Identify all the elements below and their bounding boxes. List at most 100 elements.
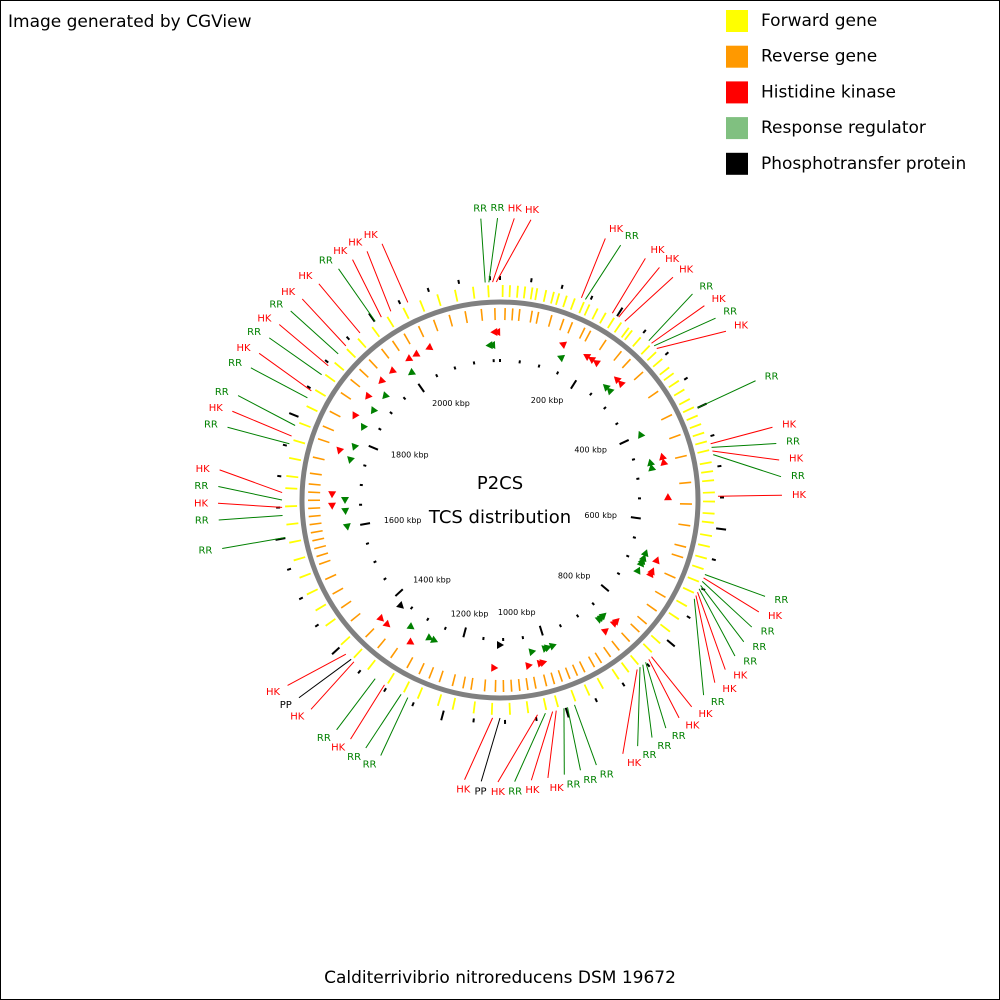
forward-gene bbox=[583, 684, 591, 696]
forward-gene bbox=[451, 697, 457, 710]
outer-minor-tick bbox=[683, 376, 689, 381]
feature-leader bbox=[712, 450, 780, 461]
feature-leader bbox=[651, 305, 705, 344]
forward-gene bbox=[695, 554, 708, 560]
forward-gene bbox=[620, 662, 630, 673]
forward-gene bbox=[367, 659, 376, 671]
forward-gene bbox=[324, 373, 336, 383]
feature-label: HK bbox=[196, 464, 211, 475]
feature-label: HK bbox=[789, 454, 804, 465]
reverse-gene bbox=[406, 657, 414, 669]
feature-leader bbox=[653, 317, 716, 347]
feature-leader bbox=[350, 684, 385, 740]
feature-glyph bbox=[412, 349, 421, 357]
forward-gene bbox=[678, 398, 691, 406]
legend-label: Histidine kinase bbox=[761, 82, 896, 102]
feature-glyph bbox=[592, 359, 601, 368]
reverse-gene bbox=[671, 553, 684, 559]
feature-leader bbox=[258, 352, 312, 392]
outer-minor-tick bbox=[686, 615, 691, 620]
forward-gene bbox=[624, 329, 633, 341]
feature-label: RR bbox=[363, 760, 377, 771]
tick-label: 400 kbp bbox=[574, 446, 607, 455]
reverse-gene bbox=[630, 623, 640, 633]
feature-label: HK bbox=[679, 264, 694, 275]
feature-label: HK bbox=[665, 254, 680, 265]
forward-gene bbox=[525, 701, 530, 714]
feature-label: HK bbox=[685, 721, 700, 732]
feature-leader bbox=[701, 581, 753, 628]
outer-major-tick bbox=[288, 412, 299, 418]
feature-leader bbox=[495, 219, 532, 283]
forward-gene bbox=[673, 388, 685, 397]
feature-leader bbox=[310, 661, 355, 710]
forward-gene bbox=[659, 366, 670, 376]
reverse-gene bbox=[550, 672, 556, 685]
map-subtitle: TCS distribution bbox=[428, 507, 571, 528]
outer-minor-tick bbox=[717, 464, 722, 468]
forward-gene bbox=[299, 572, 312, 579]
feature-label: HK bbox=[348, 237, 363, 248]
minor-tick bbox=[435, 373, 439, 378]
tick-label: 1800 kbp bbox=[391, 450, 429, 459]
feature-glyph bbox=[407, 367, 417, 376]
forward-gene bbox=[702, 500, 715, 503]
reverse-gene bbox=[462, 676, 467, 689]
feature-label: HK bbox=[768, 611, 783, 622]
major-tick bbox=[619, 439, 630, 446]
feature-label: HK bbox=[734, 320, 749, 331]
feature-leader bbox=[697, 380, 756, 409]
reverse-gene bbox=[312, 537, 325, 542]
forward-gene bbox=[682, 406, 695, 414]
feature-glyph bbox=[638, 430, 646, 439]
feature-leader bbox=[642, 664, 653, 738]
feature-label: RR bbox=[761, 627, 775, 638]
feature-glyph bbox=[425, 633, 434, 641]
reverse-gene bbox=[502, 679, 505, 692]
reverse-gene bbox=[647, 390, 659, 399]
forward-gene bbox=[697, 449, 710, 454]
forward-gene bbox=[288, 457, 302, 462]
feature-glyph bbox=[664, 493, 673, 501]
forward-gene bbox=[289, 539, 302, 544]
forward-gene bbox=[611, 668, 620, 680]
feature-label: HK bbox=[525, 205, 540, 216]
note: Image generated by CGView bbox=[8, 12, 252, 32]
forward-gene bbox=[675, 599, 688, 608]
outer-minor-tick bbox=[286, 567, 292, 571]
feature-leader bbox=[480, 717, 501, 782]
reverse-gene bbox=[314, 544, 327, 550]
feature-label: HK bbox=[733, 671, 748, 682]
feature-leader bbox=[380, 697, 409, 756]
minor-tick bbox=[603, 406, 607, 410]
feature-glyph bbox=[406, 637, 415, 645]
feature-leader bbox=[290, 310, 339, 355]
feature-glyph bbox=[365, 391, 373, 400]
major-tick bbox=[368, 444, 379, 451]
feature-glyph bbox=[548, 642, 557, 651]
reverse-gene bbox=[448, 314, 454, 327]
feature-label: RR bbox=[752, 642, 766, 653]
outer-minor-tick bbox=[298, 596, 304, 601]
feature-label: HK bbox=[792, 490, 807, 501]
forward-gene bbox=[701, 520, 714, 524]
tick-label: 1200 kbp bbox=[451, 610, 489, 619]
feature-label: RR bbox=[491, 203, 505, 214]
forward-gene bbox=[583, 304, 591, 316]
feature-label: HK bbox=[651, 245, 666, 256]
reverse-gene bbox=[621, 358, 632, 369]
forward-gene bbox=[371, 326, 381, 338]
feature-label: HK bbox=[331, 743, 346, 754]
reverse-gene bbox=[636, 615, 648, 625]
forward-gene bbox=[591, 308, 599, 320]
forward-gene bbox=[578, 301, 585, 314]
feature-glyph bbox=[341, 507, 350, 515]
feature-glyph bbox=[327, 502, 336, 510]
forward-gene bbox=[613, 321, 623, 333]
feature-glyph bbox=[541, 645, 550, 653]
feature-glyph bbox=[328, 491, 337, 499]
forward-gene bbox=[472, 286, 476, 299]
feature-leader bbox=[645, 662, 667, 729]
feature-leader bbox=[298, 658, 352, 699]
forward-gene bbox=[454, 289, 459, 302]
